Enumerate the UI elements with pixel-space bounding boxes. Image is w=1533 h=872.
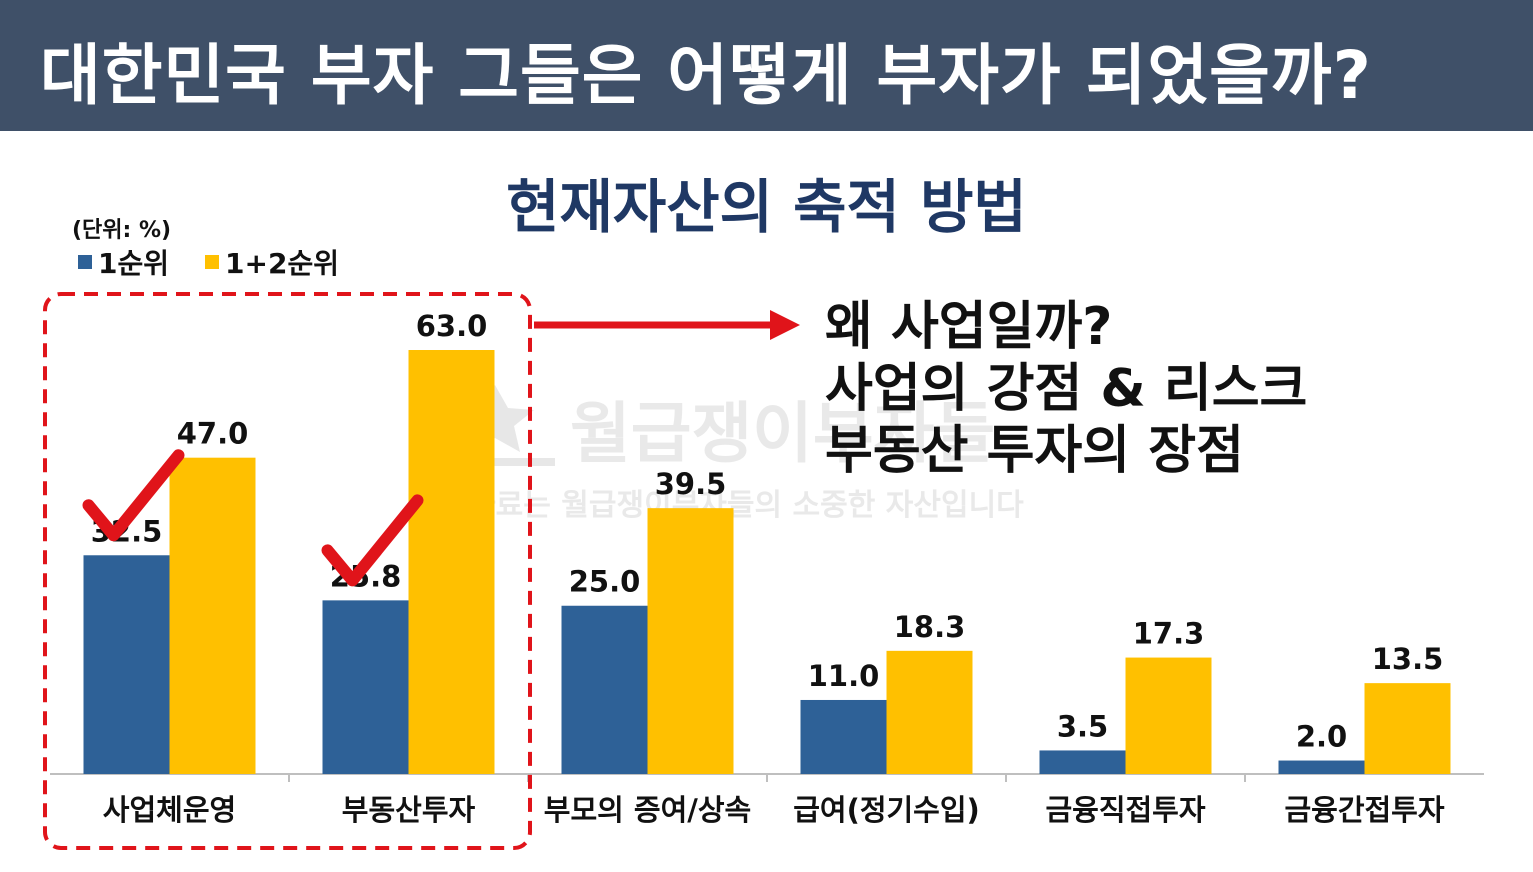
legend-item-1: 1순위 (78, 242, 169, 282)
bar-1-5 (1039, 750, 1126, 774)
bar-2-2 (408, 350, 495, 774)
bar-2-6 (1364, 683, 1451, 774)
bar-2-5 (1125, 657, 1212, 774)
legend-swatch-2 (205, 255, 220, 269)
data-label-1-6: 2.0 (1296, 720, 1347, 754)
callout-line-2: 사업의 강점 & 리스크 (825, 359, 1308, 419)
callout-arrow-head (770, 310, 800, 340)
callout-line-1: 왜 사업일까? (825, 297, 1113, 357)
callout-line-3: 부동산 투자의 장점 (825, 421, 1244, 481)
data-label-2-3: 39.5 (655, 467, 727, 501)
legend-label-1: 1순위 (98, 247, 170, 280)
legend: 1순위 1+2순위 (78, 244, 339, 280)
header-bar: 대한민국 부자 그들은 어떻게 부자가 되었을까? (0, 0, 1533, 131)
bar-2-3 (647, 508, 734, 774)
bar-2-4 (886, 650, 973, 774)
callout-text: 왜 사업일까? 사업의 강점 & 리스크 부동산 투자의 장점 (825, 296, 1307, 482)
bar-1-6 (1278, 760, 1365, 774)
page-title: 대한민국 부자 그들은 어떻게 부자가 되었을까? (40, 37, 1372, 114)
data-label-2-1: 47.0 (177, 417, 249, 451)
category-label-4: 급여(정기수입) (793, 793, 980, 827)
legend-swatch-1 (78, 255, 92, 269)
category-label-1: 사업체운영 (103, 793, 236, 827)
category-label-3: 부모의 증여/상속 (544, 793, 751, 827)
bar-2-1 (169, 457, 256, 774)
legend-label-2: 1+2순위 (225, 247, 339, 280)
category-label-2: 부동산투자 (342, 793, 476, 827)
check-icon (82, 449, 185, 542)
unit-label: (단위: %) (72, 218, 172, 243)
data-label-2-4: 18.3 (894, 610, 966, 644)
data-label-2-6: 13.5 (1372, 642, 1444, 676)
bar-1-3 (561, 605, 648, 774)
bar-1-4 (800, 699, 887, 774)
data-label-2-5: 17.3 (1133, 617, 1205, 651)
category-label-5: 금융직접투자 (1045, 793, 1205, 827)
data-label-2-2: 63.0 (416, 309, 488, 343)
category-label-6: 금융간접투자 (1284, 793, 1444, 827)
check-icon (321, 494, 424, 587)
highlight-box (43, 292, 532, 850)
legend-item-2: 1+2순위 (205, 242, 339, 282)
data-label-1-3: 25.0 (569, 565, 641, 599)
bar-1-2 (322, 600, 409, 774)
chart-title: 현재자산의 축적 방법 (506, 173, 1027, 241)
data-label-1-4: 11.0 (808, 659, 880, 693)
bar-1-1 (83, 555, 170, 774)
data-label-1-5: 3.5 (1057, 709, 1108, 743)
